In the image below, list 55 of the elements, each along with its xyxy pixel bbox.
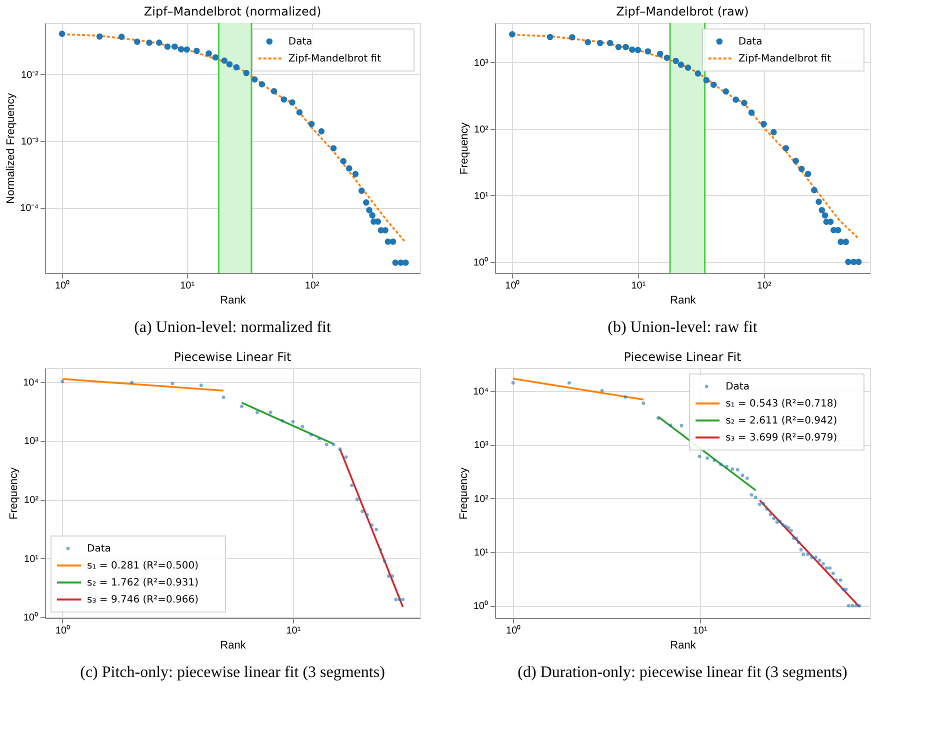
y-axis-title: Frequency [8, 467, 20, 520]
x-tick-label: 10⁰ [506, 624, 522, 636]
x-tick-label: 10² [304, 280, 320, 292]
y-tick-label: 10⁰ [23, 612, 38, 624]
y-tick-label: 10² [474, 494, 490, 505]
x-tick-label: 10⁰ [505, 280, 520, 292]
chart-title: Zipf–Mandelbrot (normalized) [144, 4, 322, 18]
legend-label: s₃ = 3.699 (R²=0.979) [726, 432, 838, 444]
y-tick-label: 10⁻⁴ [20, 203, 38, 214]
chart-title: Zipf–Mandelbrot (raw) [616, 4, 749, 18]
legend-label: Zipf-Mandelbrot fit [738, 54, 832, 64]
y-tick-label: 10¹ [474, 190, 490, 202]
y-tick-label: 10² [474, 124, 490, 136]
chart-title: Piecewise Linear Fit [174, 350, 292, 364]
y-tick-label: 10¹ [474, 547, 490, 558]
y-tick-label: 10⁻³ [21, 136, 40, 148]
y-tick-label: 10⁻² [21, 70, 40, 81]
x-axis-title: Rank [670, 640, 696, 652]
legend-label: Data [738, 36, 762, 48]
x-tick-label: 10⁰ [55, 624, 71, 636]
x-axis-title: Rank [670, 294, 696, 306]
text: (d) Duration-only: piecewise linear fit (3 segments) [518, 664, 848, 681]
y-tick-label: 10³ [24, 436, 40, 448]
x-tick-label: 10¹ [286, 626, 302, 636]
x-tick-label: 10² [756, 280, 772, 292]
legend-label: Data [288, 36, 312, 48]
legend-label: Data [87, 544, 111, 554]
y-tick-label: 10² [24, 495, 40, 506]
legend-label: s₁ = 0.543 (R²=0.718) [726, 398, 838, 410]
y-axis-title: Frequency [458, 122, 470, 174]
y-tick-label: 10⁴ [23, 377, 38, 388]
y-axis-title: Normalized Frequency [5, 92, 18, 204]
y-tick-label: 10³ [474, 58, 490, 69]
text: (b) Union-level: raw fit [608, 319, 758, 336]
x-axis-title: Rank [220, 640, 246, 652]
text: (a) Union-level: normalized fit [134, 319, 332, 336]
legend-label: s₂ = 2.611 (R²=0.942) [726, 416, 838, 426]
text: (c) Pitch-only: piecewise linear fit (3 segments) [80, 664, 385, 681]
x-tick-label: 10¹ [692, 626, 708, 636]
y-tick-label: 10³ [474, 440, 490, 452]
y-tick-label: 10⁰ [473, 600, 488, 612]
legend-label: Data [726, 382, 750, 392]
x-axis-title: Rank [220, 294, 246, 306]
x-tick-label: 10¹ [180, 280, 196, 292]
y-tick-label: 10⁴ [473, 386, 488, 398]
chart-title: Piecewise Linear Fit [624, 350, 742, 364]
x-tick-label: 10¹ [631, 280, 646, 292]
y-axis-title: Frequency [458, 467, 470, 520]
legend-label: Zipf-Mandelbrot fit [288, 54, 382, 64]
y-tick-label: 10¹ [24, 554, 40, 565]
legend-label: s₁ = 0.281 (R²=0.500) [87, 560, 199, 572]
legend-label: s₂ = 1.762 (R²=0.931) [87, 578, 199, 588]
legend-label: s₃ = 9.746 (R²=0.966) [87, 594, 199, 606]
y-tick-label: 10⁰ [473, 256, 488, 268]
x-tick-label: 10⁰ [54, 280, 70, 292]
